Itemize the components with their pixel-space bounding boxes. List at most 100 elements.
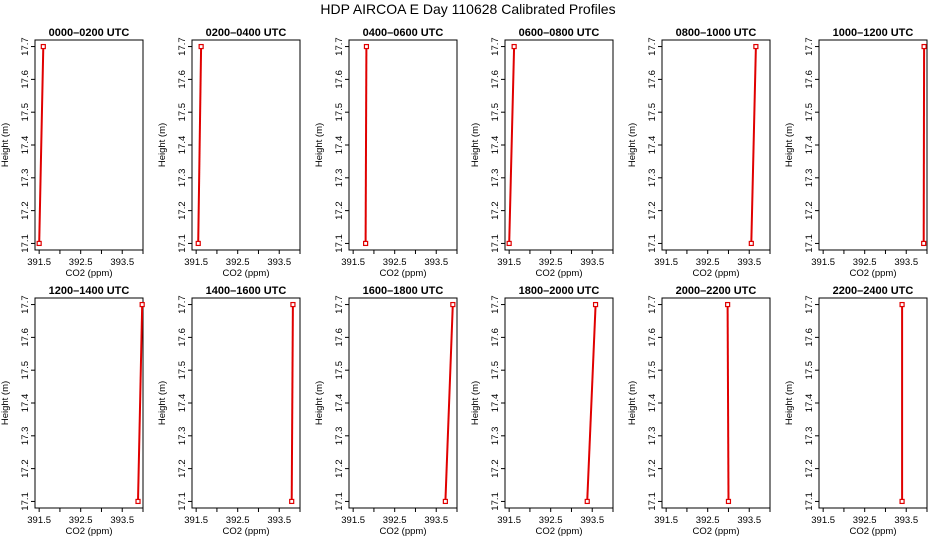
y-tick-label: 17.1 xyxy=(804,234,815,253)
y-tick-label: 17.2 xyxy=(804,201,815,220)
panel-title: 2000–2200 UTC xyxy=(676,285,757,297)
profile-point xyxy=(290,301,296,308)
profile-point xyxy=(921,43,927,50)
y-tick-label: 17.4 xyxy=(647,394,658,413)
x-tick-label: 392.5 xyxy=(853,515,877,526)
x-axis-label: CO2 (ppm) xyxy=(380,268,427,279)
profile-point xyxy=(195,240,201,247)
x-tick-label: 392.5 xyxy=(539,515,563,526)
y-axis-label: Height (m) xyxy=(627,381,638,425)
profile-point xyxy=(511,43,517,50)
profile-point xyxy=(289,498,295,505)
profile-line xyxy=(508,46,516,244)
profile-point xyxy=(40,43,46,50)
x-tick-label: 393.5 xyxy=(424,257,448,268)
y-tick-label: 17.2 xyxy=(647,201,658,220)
x-tick-label: 391.5 xyxy=(27,515,51,526)
profile-line xyxy=(197,46,203,244)
y-tick-label: 17.3 xyxy=(177,169,188,188)
y-tick-label: 17.1 xyxy=(177,492,188,511)
profile-point xyxy=(899,301,905,308)
x-tick-label: 391.5 xyxy=(811,515,835,526)
profile-point xyxy=(36,240,42,247)
plot-frame xyxy=(661,297,771,509)
y-tick-label: 17.5 xyxy=(647,361,658,380)
y-tick-label: 17.7 xyxy=(490,37,501,56)
x-axis-label: CO2 (ppm) xyxy=(693,526,740,537)
profile-point xyxy=(442,498,448,505)
y-tick-label: 17.6 xyxy=(804,328,815,347)
y-axis-label: Height (m) xyxy=(470,123,481,167)
profile-point xyxy=(198,43,204,50)
y-tick-label: 17.3 xyxy=(20,169,31,188)
profile-line xyxy=(750,46,757,244)
profile-panel: 0200–0400 UTC 391.5 392.5 393.5 17.1 17.2 17.3… xyxy=(157,27,301,279)
profile-line xyxy=(38,46,45,244)
x-tick-label: 393.5 xyxy=(110,515,134,526)
y-tick-label: 17.4 xyxy=(804,394,815,413)
x-axis-label: CO2 (ppm) xyxy=(223,268,270,279)
profile-point xyxy=(363,43,370,50)
x-tick-label: 391.5 xyxy=(184,257,208,268)
y-tick-label: 17.2 xyxy=(20,459,31,478)
y-tick-label: 17.4 xyxy=(20,394,31,413)
panel-title: 0800–1000 UTC xyxy=(676,27,757,39)
panel-title: 1200–1400 UTC xyxy=(49,285,130,297)
y-tick-label: 17.6 xyxy=(647,328,658,347)
x-axis-label: CO2 (ppm) xyxy=(536,526,583,537)
y-tick-label: 17.7 xyxy=(804,37,815,56)
panel-title: 0200–0400 UTC xyxy=(206,27,287,39)
x-tick-label: 393.5 xyxy=(737,257,761,268)
y-tick-label: 17.1 xyxy=(334,234,345,253)
x-axis-label: CO2 (ppm) xyxy=(850,268,897,279)
x-tick-label: 393.5 xyxy=(267,515,291,526)
profile-panel: 0400–0600 UTC 391.5 392.5 393.5 17.1 17.2 17.3… xyxy=(314,27,458,279)
y-tick-label: 17.1 xyxy=(177,234,188,253)
y-tick-label: 17.4 xyxy=(490,136,501,155)
profile-point xyxy=(753,43,759,50)
plot-frame xyxy=(34,39,144,251)
x-tick-label: 393.5 xyxy=(894,257,918,268)
profile-panel: 1800–2000 UTC 391.5 392.5 393.5 17.1 17.2 17.3… xyxy=(470,285,614,537)
y-tick-label: 17.4 xyxy=(804,136,815,155)
y-tick-label: 17.5 xyxy=(647,103,658,122)
profile-point xyxy=(725,301,731,308)
x-tick-label: 392.5 xyxy=(226,515,250,526)
panel-title: 1000–1200 UTC xyxy=(833,27,914,39)
panel-title: 1400–1600 UTC xyxy=(206,285,287,297)
x-tick-label: 391.5 xyxy=(497,515,521,526)
y-tick-label: 17.2 xyxy=(647,459,658,478)
x-tick-label: 391.5 xyxy=(811,257,835,268)
x-axis-label: CO2 (ppm) xyxy=(536,268,583,279)
figure-title: HDP AIRCOA E Day 110628 Calibrated Profi… xyxy=(320,1,615,17)
y-tick-label: 17.1 xyxy=(804,492,815,511)
x-tick-label: 393.5 xyxy=(110,257,134,268)
panel-title: 0600–0800 UTC xyxy=(519,27,600,39)
y-tick-label: 17.7 xyxy=(490,295,501,314)
x-tick-label: 392.5 xyxy=(226,257,250,268)
profile-line xyxy=(444,304,454,502)
x-axis-label: CO2 (ppm) xyxy=(223,526,270,537)
plot-frame xyxy=(348,297,458,509)
y-tick-label: 17.6 xyxy=(490,70,501,89)
x-tick-label: 392.5 xyxy=(69,515,93,526)
profile-panel: 2200–2400 UTC 391.5 392.5 393.5 17.1 17.2 17.3… xyxy=(784,285,928,537)
profile-point xyxy=(450,301,456,308)
y-tick-label: 17.2 xyxy=(334,459,345,478)
y-tick-label: 17.5 xyxy=(20,361,31,380)
x-tick-label: 391.5 xyxy=(341,515,365,526)
y-tick-label: 17.6 xyxy=(20,70,31,89)
profile-line xyxy=(137,304,144,502)
profile-point xyxy=(748,240,754,247)
x-tick-label: 392.5 xyxy=(696,257,720,268)
x-axis-label: CO2 (ppm) xyxy=(66,526,113,537)
x-tick-label: 392.5 xyxy=(383,515,407,526)
profile-point xyxy=(506,240,512,247)
profile-point xyxy=(363,240,369,247)
y-tick-label: 17.6 xyxy=(490,328,501,347)
profile-panel: 2000–2200 UTC 391.5 392.5 393.5 17.1 17.2 17.3… xyxy=(627,285,771,537)
plot-frame xyxy=(34,297,144,509)
y-tick-label: 17.5 xyxy=(177,103,188,122)
y-tick-label: 17.3 xyxy=(647,169,658,188)
x-tick-label: 393.5 xyxy=(424,515,448,526)
